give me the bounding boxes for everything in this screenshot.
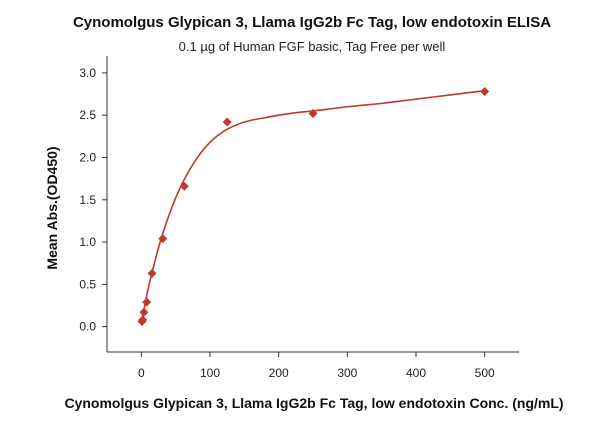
x-axis-ticks: 0 100 200 300 400 500 xyxy=(138,352,495,380)
y-tick-label: 3.0 xyxy=(79,66,96,80)
y-tick-label: 0.5 xyxy=(79,277,96,291)
data-point xyxy=(139,307,149,317)
plot-area: 0 100 200 300 400 500 0.0 0.5 1.0 1.5 2.0 2.5 3.0 xyxy=(79,56,519,380)
data-point xyxy=(147,268,157,278)
chart-title: Cynomolgus Glypican 3, Llama IgG2b Fc Ta… xyxy=(73,14,551,31)
data-point xyxy=(142,297,152,307)
y-tick-label: 1.0 xyxy=(79,235,96,249)
y-tick-label: 2.0 xyxy=(79,150,96,164)
x-tick-label: 500 xyxy=(475,366,495,380)
fit-curve xyxy=(140,89,485,324)
y-tick-label: 2.5 xyxy=(79,108,96,122)
data-point xyxy=(222,117,232,127)
y-tick-label: 1.5 xyxy=(79,193,96,207)
y-axis-label: Mean Abs.(OD450) xyxy=(44,146,60,269)
x-tick-label: 200 xyxy=(269,366,289,380)
data-point xyxy=(158,234,168,244)
data-point xyxy=(480,87,490,97)
x-tick-label: 300 xyxy=(337,366,357,380)
chart-subtitle: 0.1 µg of Human FGF basic, Tag Free per … xyxy=(179,39,446,54)
data-point xyxy=(308,109,318,119)
data-points xyxy=(137,87,490,327)
data-point xyxy=(138,315,148,325)
x-tick-label: 400 xyxy=(406,366,426,380)
y-axis-ticks: 0.0 0.5 1.0 1.5 2.0 2.5 3.0 xyxy=(79,66,107,334)
x-tick-label: 100 xyxy=(200,366,220,380)
y-tick-label: 0.0 xyxy=(79,320,96,334)
x-axis-label: Cynomolgus Glypican 3, Llama IgG2b Fc Ta… xyxy=(64,395,563,411)
x-tick-label: 0 xyxy=(138,366,145,380)
data-point xyxy=(179,181,189,191)
